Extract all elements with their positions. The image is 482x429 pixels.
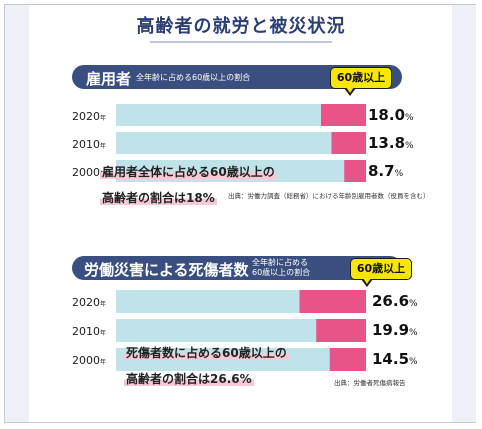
accident-bar-60plus-2020 bbox=[299, 290, 366, 313]
employment-bar-60plus-2000 bbox=[344, 160, 366, 182]
employment-bar-total-2020 bbox=[116, 104, 366, 126]
right-side-band bbox=[452, 5, 476, 422]
employment-bar-60plus-2020 bbox=[321, 104, 366, 126]
accident-year-label-2020: 2020年 bbox=[71, 296, 106, 309]
accident-section-title: 労働災害による死傷者数 bbox=[84, 261, 249, 279]
employment-annotation-line2: 高齢者の割合は18% bbox=[100, 191, 217, 205]
accident-year-label-2010: 2010年 bbox=[71, 325, 106, 338]
employment-value-2020: 18.0% bbox=[368, 106, 414, 124]
accident-value-2010: 19.9% bbox=[372, 321, 418, 339]
employment-value-2010: 13.8% bbox=[368, 134, 414, 152]
employment-section-title: 雇用者 bbox=[86, 70, 132, 88]
accident-annotation-line1: 死傷者数に占める60歳以上の bbox=[124, 346, 289, 360]
accident-annotation-line2: 高齢者の割合は26.6% bbox=[124, 372, 254, 386]
accident-section-header: 労働災害による死傷者数 全年齢に占める 60歳以上の割合 bbox=[72, 256, 402, 280]
accident-year-label-2000: 2000年 bbox=[71, 354, 106, 367]
employment-year-label-2020: 2020年 bbox=[71, 110, 106, 123]
employment-year-label-2010: 2010年 bbox=[71, 138, 106, 151]
employment-annotation-line1: 雇用者全体に占める60歳以上の bbox=[100, 165, 277, 179]
employment-value-2000: 8.7% bbox=[368, 162, 404, 180]
accident-bar-60plus-2000 bbox=[329, 348, 366, 371]
accident-value-2000: 14.5% bbox=[372, 350, 418, 368]
employment-bar-60plus-2010 bbox=[331, 132, 366, 154]
employment-bar-total-2010 bbox=[116, 132, 366, 154]
accident-age-badge: 60歳以上 bbox=[350, 258, 412, 280]
accident-value-2020: 26.6% bbox=[372, 292, 418, 310]
employment-age-badge: 60歳以上 bbox=[330, 67, 392, 89]
employment-badge-pointer-fill bbox=[346, 87, 354, 93]
accident-bar-60plus-2010 bbox=[316, 319, 366, 342]
employment-source-note: 出典：労働力調査（総務省）における年齢別雇用者数（役員を含む） bbox=[228, 192, 430, 200]
accident-source-note: 出典：労働者死傷病報告 bbox=[334, 379, 406, 387]
accident-badge-pointer-fill bbox=[363, 278, 371, 284]
page-title: 高齢者の就労と被災状況 bbox=[136, 16, 346, 37]
left-side-band bbox=[5, 5, 29, 422]
accident-section-subtitle-line1: 全年齢に占める bbox=[252, 258, 308, 267]
title-underline bbox=[150, 41, 332, 43]
accident-section-subtitle-line2: 60歳以上の割合 bbox=[252, 268, 311, 277]
accident-bar-total-2010 bbox=[116, 319, 366, 342]
employment-section-subtitle: 全年齢に占める60歳以上の割合 bbox=[136, 73, 251, 82]
